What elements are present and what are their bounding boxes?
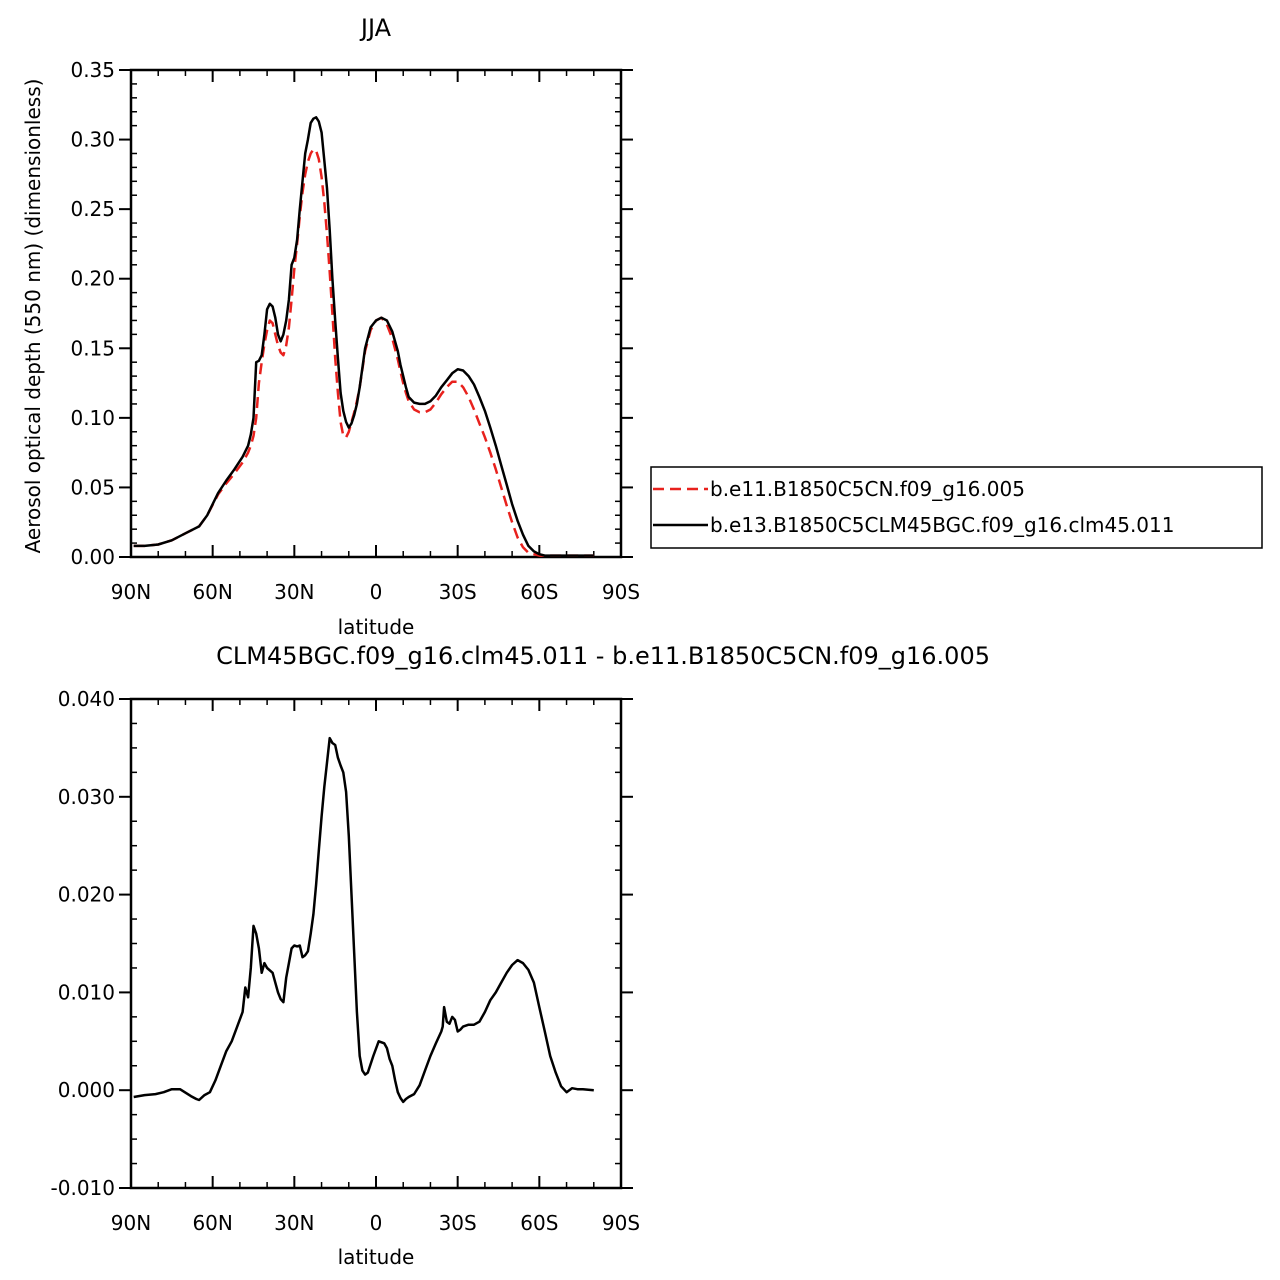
- legend-box: [650, 466, 1263, 549]
- y-tick-label: 0.15: [70, 336, 115, 360]
- y-tick-label: 0.000: [58, 1078, 115, 1102]
- panel-2-frame: [129, 697, 623, 1190]
- x-tick-label: 90N: [111, 580, 151, 604]
- y-tick-label: 0.25: [70, 197, 115, 221]
- panel-1-plot-area: 90N 60N 30N 0 30S 60S 90S 0.00 0.05 0.10 0.15 0.20…: [70, 58, 640, 604]
- panel-1-title: JJA: [359, 14, 392, 42]
- y-tick-label: 0.10: [70, 406, 115, 430]
- x-tick-label: 90N: [111, 1211, 151, 1235]
- aod-latitude-panel: JJA Aerosol optical depth (550 nm) (dime…: [21, 14, 640, 639]
- y-tick-label: 0.020: [58, 883, 115, 907]
- panel-1-x-axis-title: latitude: [338, 615, 415, 639]
- panel-2-plot-area: 90N 60N 30N 0 30S 60S 90S -0.010 0.000 0.010 0.02…: [51, 687, 641, 1235]
- y-tick-label: 0.030: [58, 785, 115, 809]
- panel-2-y-tick-labels: -0.010 0.000 0.010 0.020 0.030 0.040: [51, 687, 115, 1200]
- panel-1-series: [133, 116, 594, 557]
- series-line-2: [133, 116, 594, 557]
- x-tick-label: 90S: [602, 1211, 640, 1235]
- x-tick-label: 60N: [192, 1211, 232, 1235]
- y-tick-label: 0.35: [70, 58, 115, 82]
- y-tick-label: 0.010: [58, 980, 115, 1004]
- panel-2-title: CLM45BGC.f09_g16.clm45.011 - b.e11.B1850…: [216, 642, 990, 670]
- y-tick-label: 0.20: [70, 267, 115, 291]
- x-tick-label: 60N: [192, 580, 232, 604]
- x-tick-label: 30S: [439, 580, 477, 604]
- panel-2-x-tick-labels: 90N 60N 30N 0 30S 60S 90S: [111, 1211, 640, 1235]
- x-tick-label: 30S: [439, 1211, 477, 1235]
- y-tick-label: 0.05: [70, 475, 115, 499]
- x-tick-label: 60S: [520, 1211, 558, 1235]
- x-tick-label: 90S: [602, 580, 640, 604]
- x-tick-label: 30N: [274, 1211, 314, 1235]
- panel-1-x-tick-labels: 90N 60N 30N 0 30S 60S 90S: [111, 580, 640, 604]
- panel-1-y-tick-labels: 0.00 0.05 0.10 0.15 0.20 0.25 0.30 0.35: [70, 58, 115, 569]
- y-tick-label: 0.30: [70, 128, 115, 152]
- panel-2-x-axis-title: latitude: [338, 1245, 415, 1269]
- x-tick-label: 0: [370, 580, 383, 604]
- panel-2-ticks: [119, 698, 633, 1189]
- y-tick-label: -0.010: [51, 1176, 115, 1200]
- series-line-1: [133, 736, 594, 1104]
- x-tick-label: 30N: [274, 580, 314, 604]
- difference-latitude-panel: CLM45BGC.f09_g16.clm45.011 - b.e11.B1850…: [51, 642, 990, 1269]
- y-tick-label: 0.00: [70, 545, 115, 569]
- legend: b.e11.B1850C5CN.f09_g16.005 b.e13.B1850C…: [650, 466, 1263, 549]
- legend-label-series-1: b.e11.B1850C5CN.f09_g16.005: [710, 477, 1025, 501]
- panel-1-y-axis-title: Aerosol optical depth (550 nm) (dimensio…: [21, 79, 45, 554]
- y-tick-label: 0.040: [58, 687, 115, 711]
- panel-1-ticks: [119, 69, 633, 558]
- x-tick-label: 60S: [520, 580, 558, 604]
- x-tick-label: 0: [370, 1211, 383, 1235]
- panel-1-frame: [129, 68, 623, 559]
- panel-2-series: [133, 736, 594, 1104]
- legend-label-series-2: b.e13.B1850C5CLM45BGC.f09_g16.clm45.011: [710, 513, 1174, 537]
